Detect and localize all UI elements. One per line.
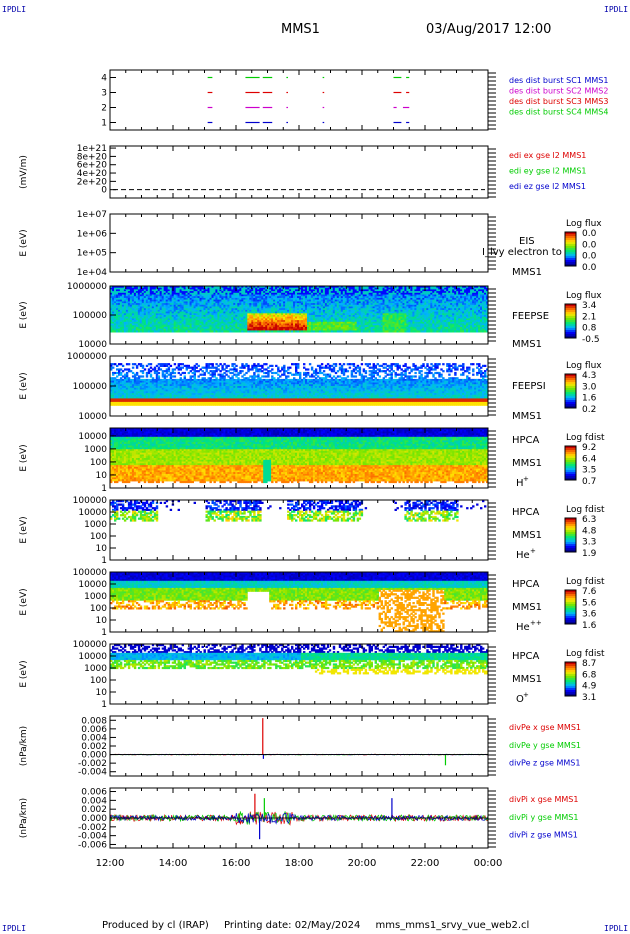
eis-colorbar-band [565, 238, 576, 240]
eis-colorbar-band [565, 262, 576, 264]
edi-legend-label: edi ez gse l2 MMS1 [509, 182, 586, 191]
eis-ylabel: E (eV) [19, 229, 29, 256]
burst-legend-label: des dist burst SC3 MMS3 [509, 97, 608, 106]
plot-page: IPDLI IPDLI IPDLI IPDLI MMS1 03/Aug/2017… [0, 0, 630, 934]
burst-ytick-label: 2 [101, 104, 107, 114]
eis-frame [110, 214, 488, 272]
burst-ytick-label: 4 [101, 74, 107, 84]
feepse-spectrogram [110, 286, 488, 333]
burst-ytick-label: 3 [101, 89, 107, 99]
eis-colorbar-tick: 0.0 [582, 252, 597, 262]
eis-colorbar-band [565, 242, 576, 244]
eis-ytick-label: 1e+05 [77, 249, 107, 259]
edi-ytick-label: 0 [101, 186, 107, 196]
eis-colorbar-band [565, 240, 576, 242]
burst-legend-label: des dist burst SC4 MMS4 [509, 108, 608, 117]
eis-colorbar-band [565, 234, 576, 236]
edi-frame [110, 146, 488, 198]
plot-area: des dist burst SC1 MMS1 des dist burst SC… [0, 0, 630, 934]
edi-legend-label: edi ex gse l2 MMS1 [509, 151, 586, 160]
eis-colorbar [565, 232, 576, 266]
burst-frame [110, 70, 488, 130]
eis-colorbar-band [565, 258, 576, 260]
eis-colorbar-title: Log flux [566, 219, 602, 229]
eis-instrument-name: EIS [519, 236, 535, 247]
eis-colorbar-band [565, 260, 576, 262]
eis-colorbar-band [565, 244, 576, 246]
eis-ytick-label: 1e+04 [77, 268, 108, 278]
eis-colorbar-tick: 0.0 [582, 263, 597, 273]
eis-ytick-label: 1e+07 [77, 210, 107, 220]
burst-ytick-label: 1 [101, 119, 107, 129]
edi-legend-label: edi ey gse l2 MMS1 [509, 167, 587, 176]
eis-colorbar-band [565, 252, 576, 254]
eis-colorbar-tick: 0.0 [582, 229, 597, 239]
eis-colorbar-band [565, 246, 576, 248]
edi-ylabel: (mV/m) [19, 155, 29, 189]
eis-colorbar-band [565, 248, 576, 250]
eis-instrument-sc: MMS1 [512, 267, 542, 278]
burst-legend-label: des dist burst SC2 MMS2 [509, 87, 608, 96]
eis-colorbar-band [565, 256, 576, 258]
eis-colorbar-band [565, 250, 576, 252]
eis-colorbar-band [565, 236, 576, 238]
eis-ytick-label: 1e+06 [77, 229, 108, 239]
eis-colorbar-band [565, 254, 576, 256]
burst-legend-label: des dist burst SC1 MMS1 [509, 76, 608, 85]
eis-colorbar-tick: 0.0 [582, 240, 597, 250]
